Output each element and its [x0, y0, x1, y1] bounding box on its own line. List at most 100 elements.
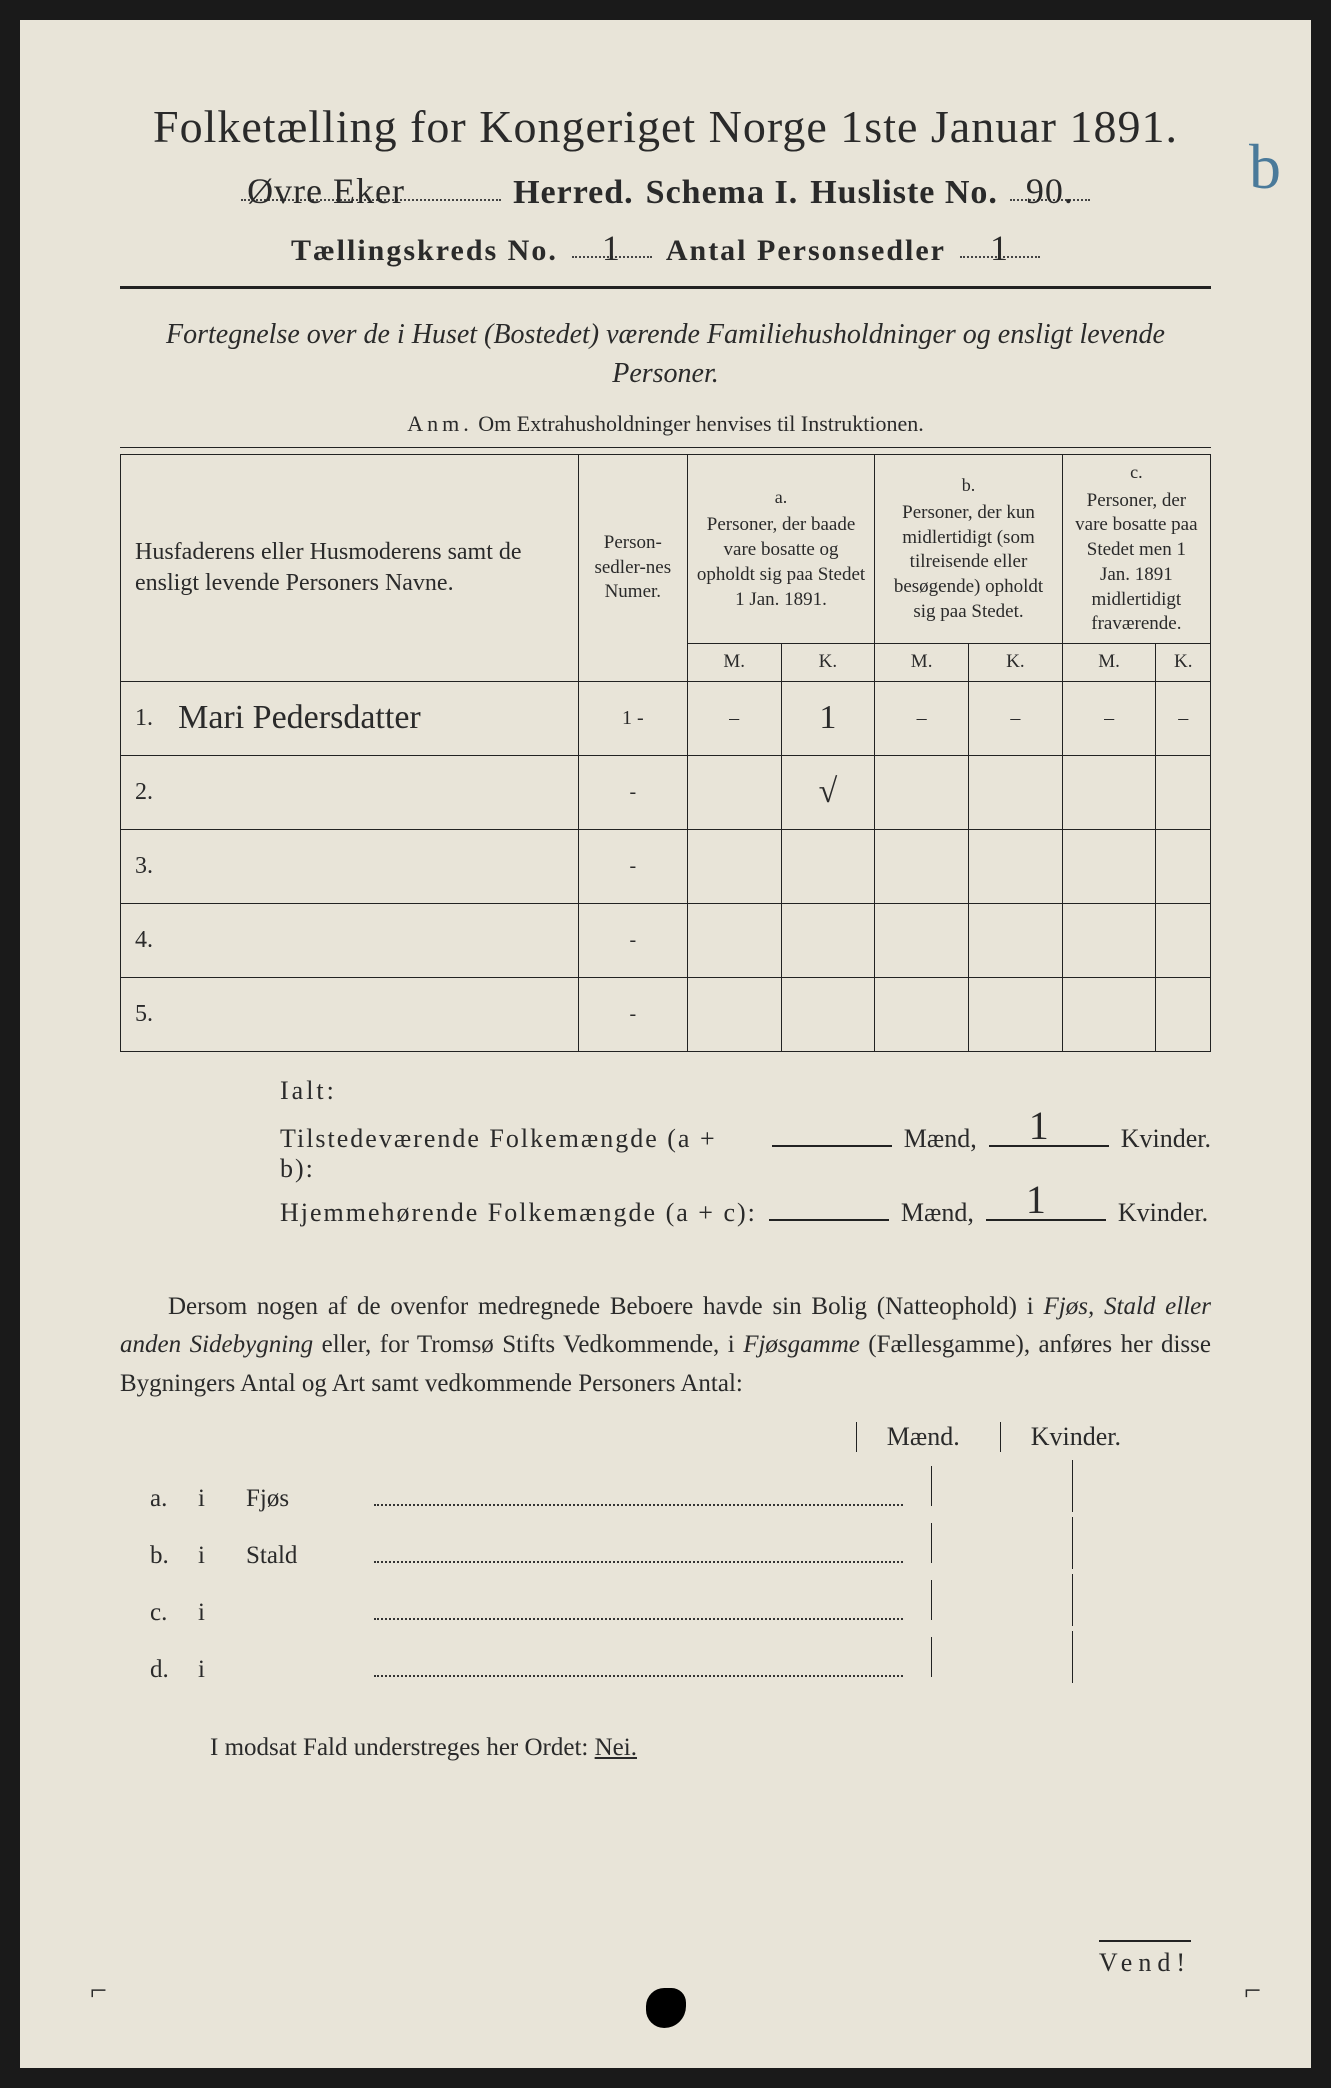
table-row: 5. - — [121, 977, 1211, 1051]
row-number: 4. — [121, 903, 165, 977]
row-name: Mari Pedersdatter — [164, 681, 578, 755]
anm-label: Anm. — [407, 411, 473, 436]
abcd-tail — [931, 1580, 1211, 1620]
ialt-line-1: Tilstedeværende Folkemængde (a + b): Mæn… — [280, 1124, 1211, 1184]
abcd-label: Stald — [246, 1542, 356, 1570]
row-b-k — [969, 755, 1063, 829]
husliste-label: Husliste No. — [810, 174, 998, 212]
abcd-i: i — [198, 1656, 228, 1684]
row-c-k — [1156, 903, 1211, 977]
divider-thick — [120, 286, 1211, 289]
row-a-k — [781, 977, 875, 1051]
antal-handwritten: 1 — [960, 230, 1040, 258]
row-c-k — [1156, 977, 1211, 1051]
th-num: Person-sedler-nes Numer. — [578, 455, 687, 681]
row-num: - — [578, 755, 687, 829]
th-a-k: K. — [781, 643, 875, 681]
row-a-m — [687, 755, 781, 829]
abcd-dots — [374, 1549, 903, 1563]
abcd-i: i — [198, 1542, 228, 1570]
census-table: Husfaderens eller Husmoderens samt de en… — [120, 454, 1211, 1051]
row-c-k — [1156, 829, 1211, 903]
line2: Øvre Eker Herred. Schema I. Husliste No.… — [120, 173, 1211, 212]
table-row: 4. - — [121, 903, 1211, 977]
ialt-block: Ialt: Tilstedeværende Folkemængde (a + b… — [120, 1076, 1211, 1228]
row-a-m — [687, 977, 781, 1051]
ink-blot — [646, 1988, 686, 2028]
abcd-i: i — [198, 1485, 228, 1513]
abcd-i: i — [198, 1599, 228, 1627]
ialt1-m-field — [772, 1127, 892, 1147]
row-b-m — [875, 903, 969, 977]
row-name — [164, 755, 578, 829]
row-c-k — [1156, 755, 1211, 829]
abcd-lead: b. — [120, 1542, 180, 1570]
ialt-line-2: Hjemmehørende Folkemængde (a + c): Mænd,… — [280, 1198, 1211, 1228]
row-c-k: – — [1156, 681, 1211, 755]
row-number: 1. — [121, 681, 165, 755]
row-b-k — [969, 903, 1063, 977]
abcd-lead: c. — [120, 1599, 180, 1627]
row-name — [164, 829, 578, 903]
annotation-b: b — [1249, 130, 1281, 204]
abcd-row: d. i — [120, 1637, 1211, 1684]
th-b: b.Personer, der kun midlertidigt (som ti… — [875, 455, 1062, 644]
abcd-tail — [931, 1637, 1211, 1677]
abcd-lead: d. — [120, 1656, 180, 1684]
para-t2: eller, for Tromsø Stifts Vedkommende, i — [313, 1331, 743, 1358]
row-a-m — [687, 903, 781, 977]
row-c-m — [1062, 977, 1156, 1051]
table-row: 2.-√ — [121, 755, 1211, 829]
th-c-k: K. — [1156, 643, 1211, 681]
divider-thin-1 — [120, 447, 1211, 448]
ialt2-k-field: 1 — [986, 1201, 1106, 1221]
abcd-dots — [374, 1606, 903, 1620]
abcd-tail — [931, 1466, 1211, 1506]
line3: Tællingskreds No. 1 Antal Personsedler 1 — [120, 230, 1211, 268]
mk-maend: Mænd. — [856, 1422, 960, 1452]
anm-text: Om Extrahusholdninger henvises til Instr… — [478, 411, 923, 436]
mk-header: Mænd. Kvinder. — [120, 1422, 1211, 1452]
row-number: 2. — [121, 755, 165, 829]
row-name — [164, 903, 578, 977]
th-b-text: Personer, der kun midlertidigt (som tilr… — [894, 502, 1043, 622]
vend-label: Vend! — [1099, 1940, 1191, 1978]
th-c-m: M. — [1062, 643, 1156, 681]
ialt2-m-field — [769, 1201, 889, 1221]
th-a-text: Personer, der baade vare bosatte og opho… — [697, 514, 865, 609]
abcd-row: a.iFjøs — [120, 1466, 1211, 1513]
ialt-title: Ialt: — [280, 1076, 1211, 1106]
ialt1-label: Tilstedeværende Folkemængde (a + b): — [280, 1124, 760, 1184]
row-b-m — [875, 829, 969, 903]
ialt2-maend: Mænd, — [901, 1198, 974, 1228]
row-a-m — [687, 829, 781, 903]
row-num: 1 - — [578, 681, 687, 755]
main-title: Folketælling for Kongeriget Norge 1ste J… — [120, 100, 1211, 153]
row-b-k: – — [969, 681, 1063, 755]
ialt2-k-value: 1 — [1026, 1176, 1046, 1223]
row-c-m — [1062, 903, 1156, 977]
ialt1-kvinder: Kvinder. — [1121, 1124, 1211, 1154]
table-row: 3.- — [121, 829, 1211, 903]
edge-mark-right: ⌐ — [1244, 1974, 1261, 2008]
ialt2-label: Hjemmehørende Folkemængde (a + c): — [280, 1198, 757, 1228]
table-row: 1.Mari Pedersdatter1 -–1–––– — [121, 681, 1211, 755]
kreds-label: Tællingskreds No. — [291, 234, 558, 268]
herred-handwritten: Øvre Eker — [241, 173, 501, 201]
modsat-pre: I modsat Fald understreges her Ordet: — [210, 1734, 595, 1761]
para-t1: Dersom nogen af de ovenfor medregnede Be… — [168, 1293, 1044, 1320]
row-number: 5. — [121, 977, 165, 1051]
row-b-k — [969, 829, 1063, 903]
ialt1-k-field: 1 — [989, 1127, 1109, 1147]
row-b-k — [969, 977, 1063, 1051]
row-b-m — [875, 755, 969, 829]
housing-paragraph: Dersom nogen af de ovenfor medregnede Be… — [120, 1288, 1211, 1404]
abcd-block: a.iFjøs b. i Stald c. i d. i — [120, 1466, 1211, 1684]
abcd-dots — [374, 1663, 903, 1677]
husliste-no-handwritten: 90. — [1010, 173, 1090, 201]
row-num: - — [578, 903, 687, 977]
row-num: - — [578, 829, 687, 903]
kreds-no-handwritten: 1 — [572, 230, 652, 258]
modsat-line: I modsat Fald understreges her Ordet: Ne… — [120, 1734, 1211, 1762]
row-num: - — [578, 977, 687, 1051]
